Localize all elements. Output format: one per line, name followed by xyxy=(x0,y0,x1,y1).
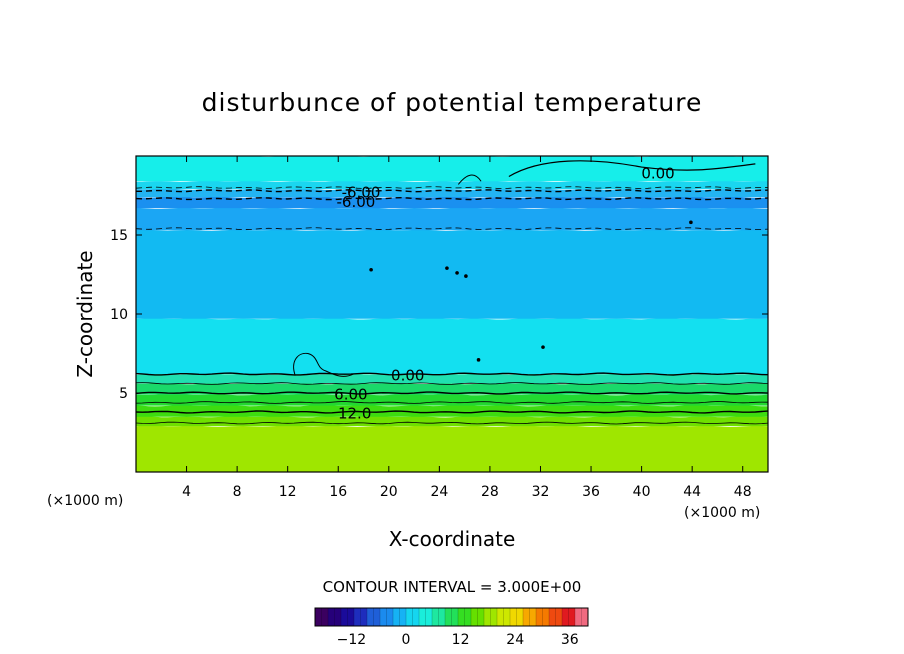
colorbar-swatch xyxy=(406,608,420,626)
field-layer xyxy=(136,180,768,190)
colorbar-swatch xyxy=(484,608,498,626)
contour-line xyxy=(136,372,768,376)
colorbar-swatch xyxy=(536,608,550,626)
colorbar-tick-label: 0 xyxy=(402,632,411,648)
colorbar-swatch xyxy=(380,608,394,626)
contour-line xyxy=(136,410,768,414)
contour-line xyxy=(136,401,768,404)
colorbar-swatch xyxy=(445,608,459,626)
contour-line xyxy=(136,186,768,189)
x-tick-label: 44 xyxy=(683,484,701,500)
y-tick-label: 15 xyxy=(110,228,128,244)
field-layer xyxy=(136,404,768,417)
colorbar-tick-label: 12 xyxy=(452,632,470,648)
x-unit-right: (×1000 m) xyxy=(684,505,760,521)
colorbar-swatch xyxy=(497,608,511,626)
upper-wisp xyxy=(457,174,482,185)
colorbar-tick-label: 36 xyxy=(561,632,579,648)
contour-line xyxy=(136,227,768,231)
x-unit-left: (×1000 m) xyxy=(47,493,123,509)
chart-title: disturbunce of potential temperature xyxy=(202,88,703,117)
x-axis-label: X-coordinate xyxy=(389,527,516,551)
field-layer xyxy=(136,393,768,406)
x-tick-label: 4 xyxy=(182,484,191,500)
small-cell xyxy=(455,271,459,275)
field-layer xyxy=(136,188,768,198)
x-tick-label: 40 xyxy=(633,484,651,500)
field-layer xyxy=(136,425,768,472)
colorbar-swatch xyxy=(471,608,485,626)
colorbar-swatch xyxy=(367,608,381,626)
y-tick-label: 5 xyxy=(119,386,128,402)
colorbar-swatch xyxy=(575,608,589,626)
contour-label: -6.00 xyxy=(337,193,376,211)
colorbar-swatch xyxy=(315,608,329,626)
colorbar-swatch xyxy=(354,608,368,626)
contour-label: 0.00 xyxy=(391,367,424,385)
field-layer xyxy=(136,415,768,427)
colorbar-tick-label: 24 xyxy=(506,632,524,648)
contour-label: 12.0 xyxy=(338,405,371,423)
x-tick-label: 24 xyxy=(430,484,448,500)
x-tick-label: 32 xyxy=(532,484,550,500)
x-tick-label: 28 xyxy=(481,484,499,500)
colorbar-swatch xyxy=(523,608,537,626)
field-layer xyxy=(136,373,768,384)
colorbar-swatch xyxy=(432,608,446,626)
contour-label: -6.00 xyxy=(342,183,381,201)
colorbar-swatch xyxy=(458,608,472,626)
colorbar-swatch xyxy=(419,608,433,626)
field-layer xyxy=(136,229,768,319)
x-tick-label: 12 xyxy=(279,484,297,500)
contour-line xyxy=(136,391,768,395)
colorbar-swatch xyxy=(393,608,407,626)
contour-line xyxy=(136,189,768,193)
colorbar xyxy=(314,607,589,627)
small-cell xyxy=(541,345,545,349)
y-axis-label: Z-coordinate xyxy=(73,250,97,377)
colorbar-swatch xyxy=(341,608,355,626)
x-tick-label: 48 xyxy=(734,484,752,500)
colorbar-frame xyxy=(314,607,589,627)
contour-line xyxy=(136,196,768,201)
y-tick-label: 10 xyxy=(110,307,128,323)
colorbar-swatch xyxy=(328,608,342,626)
small-cell xyxy=(369,267,373,272)
colorbar-swatch xyxy=(510,608,524,626)
small-contour-features xyxy=(293,160,756,377)
contour-label: 6.00 xyxy=(334,386,367,404)
contour-interval-text: CONTOUR INTERVAL = 3.000E+00 xyxy=(323,578,582,596)
x-axis-ticks: 4 8 12 16 20 24 28 32 36 40 44 48 xyxy=(182,156,752,500)
colorbar-swatch xyxy=(549,608,563,626)
contour-line xyxy=(136,421,768,425)
field-layer xyxy=(136,318,768,375)
y-axis-ticks: 5 10 15 xyxy=(110,228,768,402)
field-layer xyxy=(136,196,768,209)
small-cell xyxy=(445,266,449,270)
colorbar-tick-labels: −12 0 12 24 36 xyxy=(337,632,579,648)
small-cell xyxy=(464,274,468,278)
field-layer xyxy=(136,207,768,231)
contour-lines xyxy=(136,186,768,425)
contour-fill-field xyxy=(136,156,768,472)
x-tick-label: 8 xyxy=(233,484,242,500)
contour-label: 0.00 xyxy=(641,164,674,182)
small-cell xyxy=(476,358,481,362)
x-tick-label: 20 xyxy=(380,484,398,500)
x-tick-label: 16 xyxy=(329,484,347,500)
contour-line xyxy=(136,382,768,385)
x-tick-label: 36 xyxy=(582,484,600,500)
plume-contour xyxy=(293,352,354,377)
small-cell xyxy=(689,220,693,225)
colorbar-tick-label: −12 xyxy=(337,632,367,648)
colorbar-swatch xyxy=(562,608,576,626)
upper-zero-contour xyxy=(508,160,756,178)
